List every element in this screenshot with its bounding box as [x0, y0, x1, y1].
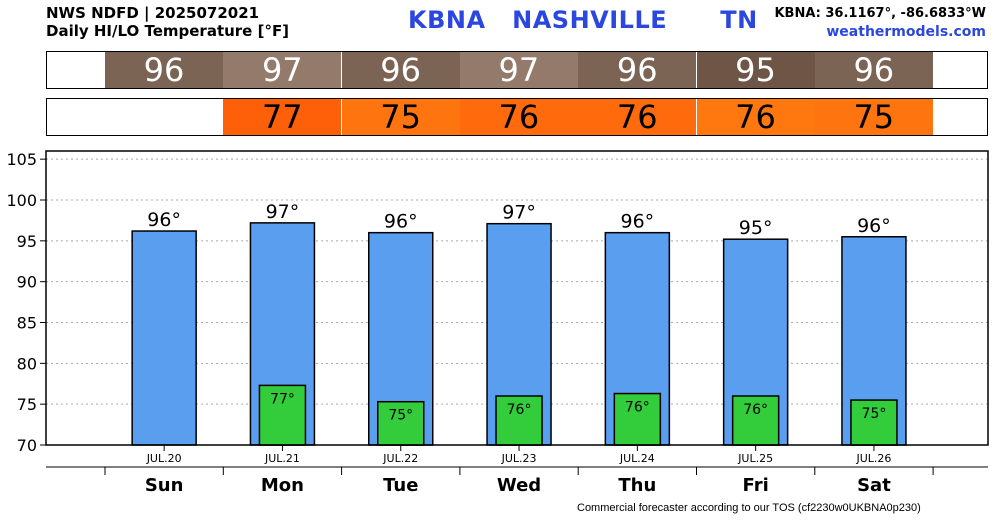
x-date-label: JUL.24: [619, 452, 655, 465]
hi-bar-label: 96°: [621, 211, 655, 233]
lo-bar: [613, 392, 662, 446]
hi-bar: [131, 230, 197, 446]
hi-temp-cell: 96: [105, 52, 223, 88]
hi-temp-cell: 97: [459, 52, 578, 88]
product-label: Daily HI/LO Temperature [°F]: [46, 22, 290, 40]
lo-bar-label: 76°: [625, 400, 650, 416]
model-run-label: NWS NDFD | 2025072021: [46, 4, 260, 22]
lo-temp-cell: [105, 99, 223, 135]
x-day-label: Mon: [261, 475, 304, 496]
lo-bar-label: 76°: [743, 402, 768, 418]
lo-temp-cell: 75: [814, 99, 933, 135]
hi-temp-cell: 96: [578, 52, 697, 88]
hi-bar-label: 96°: [857, 215, 891, 237]
station-title: KBNA NASHVILLE TN: [408, 6, 758, 34]
y-tick-label: 70: [17, 436, 37, 455]
lo-temp-cell: 75: [341, 99, 460, 135]
x-day-label: Tue: [383, 475, 418, 496]
lo-temp-cell: 76: [459, 99, 578, 135]
x-day-label: Fri: [743, 475, 769, 496]
x-date-label: JUL.23: [501, 452, 537, 465]
hi-temp-cell: 95: [696, 52, 815, 88]
y-tick-label: 80: [17, 354, 37, 373]
footer-note: Commercial forecaster according to our T…: [577, 502, 921, 514]
header-info: NWS NDFD | 2025072021 Daily HI/LO Temper…: [46, 4, 289, 40]
x-date-label: JUL.20: [146, 452, 182, 465]
lo-bar-label: 75°: [388, 408, 413, 424]
lo-temp-cell: 77: [223, 99, 342, 135]
lo-bar-label: 75°: [862, 406, 887, 422]
plot-frame: [45, 150, 989, 446]
hi-temp-cell: 97: [223, 52, 342, 88]
x-date-label: JUL.25: [737, 452, 773, 465]
lo-temp-cell: 76: [696, 99, 815, 135]
lo-bar-label: 77°: [270, 391, 295, 407]
x-date-label: JUL.21: [264, 452, 300, 465]
hi-temp-cell: 96: [341, 52, 460, 88]
y-tick-label: 100: [6, 191, 37, 210]
hi-bar-label: 96°: [384, 211, 418, 233]
site-link[interactable]: weathermodels.com: [826, 24, 986, 40]
y-tick-label: 75: [17, 395, 37, 414]
lo-bar: [258, 384, 307, 446]
hi-bar-label: 97°: [266, 201, 300, 223]
y-tick-label: 90: [17, 273, 37, 292]
header-right: KBNA: 36.1167°, -86.6833°W weathermodels…: [774, 5, 986, 41]
hi-temp-cell: 96: [814, 52, 933, 88]
y-tick-label: 105: [6, 150, 37, 169]
lo-bar: [495, 395, 543, 446]
x-date-label: JUL.26: [855, 452, 891, 465]
lo-bar: [850, 399, 898, 446]
station-coordinates: KBNA: 36.1167°, -86.6833°W: [774, 6, 986, 21]
x-day-label: Thu: [618, 475, 656, 496]
lo-bar-label: 76°: [507, 402, 532, 418]
hi-bar-label: 97°: [502, 202, 536, 224]
x-day-label: Sun: [145, 475, 184, 496]
lo-temp-cell: 76: [578, 99, 697, 135]
hi-temp-strip: 96 97 96 97 96 95 96: [46, 51, 988, 89]
lo-temp-strip: 77 75 76 76 76 75: [46, 98, 988, 136]
hi-bar-label: 95°: [739, 217, 773, 239]
hi-bar-label: 96°: [147, 209, 181, 231]
x-date-label: JUL.22: [382, 452, 418, 465]
lo-bar: [731, 395, 780, 446]
y-tick-label: 85: [17, 314, 37, 333]
x-day-label: Wed: [497, 475, 541, 496]
x-day-label: Sat: [857, 475, 891, 496]
y-tick-label: 95: [17, 232, 37, 251]
